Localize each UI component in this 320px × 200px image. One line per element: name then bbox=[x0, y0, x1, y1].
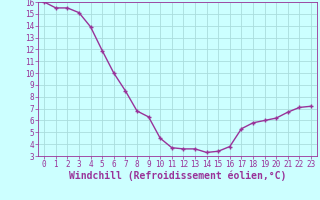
X-axis label: Windchill (Refroidissement éolien,°C): Windchill (Refroidissement éolien,°C) bbox=[69, 171, 286, 181]
